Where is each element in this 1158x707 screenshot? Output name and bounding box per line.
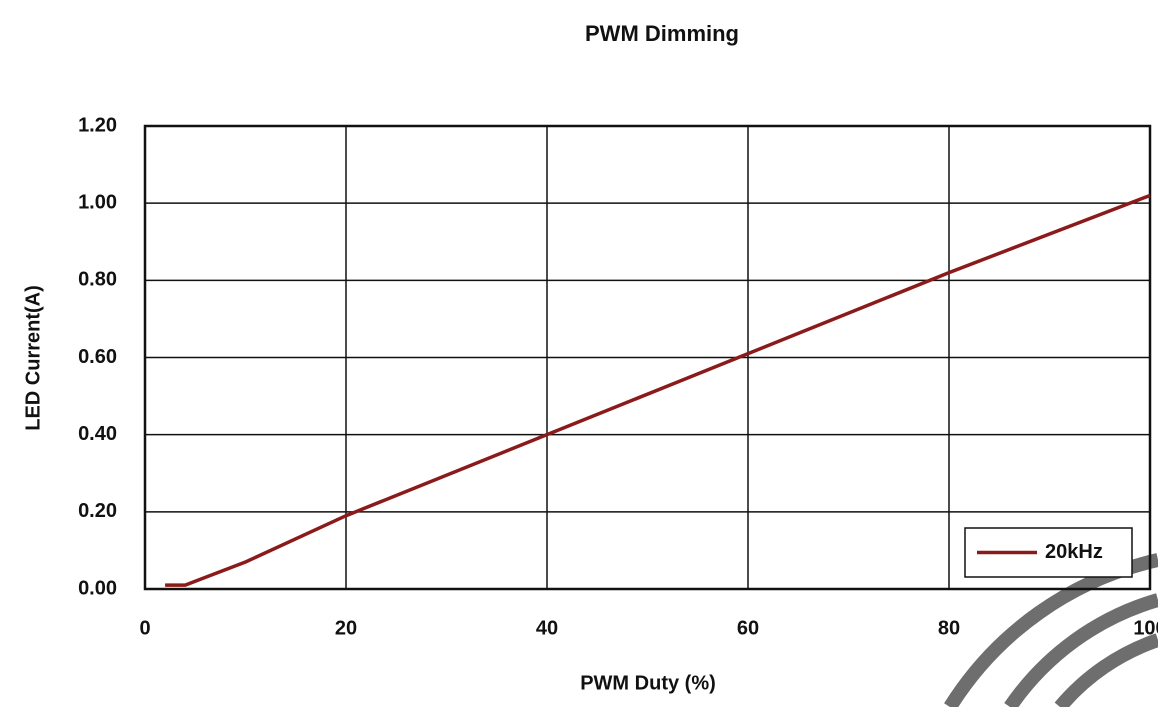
y-tick-label: 1.00 [78, 191, 117, 213]
legend-label: 20kHz [1045, 541, 1103, 563]
y-tick-label: 1.20 [78, 114, 117, 136]
x-tick-label: 40 [536, 617, 558, 639]
y-tick-label: 0.40 [78, 423, 117, 445]
y-tick-label: 0.80 [78, 269, 117, 291]
y-tick-label: 0.60 [78, 346, 117, 368]
y-tick-label: 0.20 [78, 500, 117, 522]
x-tick-label: 100 [1133, 617, 1158, 639]
y-tick-label: 0.00 [78, 577, 117, 599]
x-axis-label: PWM Duty (%) [580, 672, 716, 694]
plot-frame [143, 124, 1152, 591]
x-tick-label: 20 [335, 617, 357, 639]
x-tick-label: 0 [139, 617, 150, 639]
x-tick-label: 60 [737, 617, 759, 639]
x-tick-label: 80 [938, 617, 960, 639]
data-line [165, 193, 1151, 587]
watermark [944, 553, 1158, 707]
y-axis-label: LED Current(A) [22, 285, 44, 431]
chart-title: PWM Dimming [585, 21, 739, 46]
